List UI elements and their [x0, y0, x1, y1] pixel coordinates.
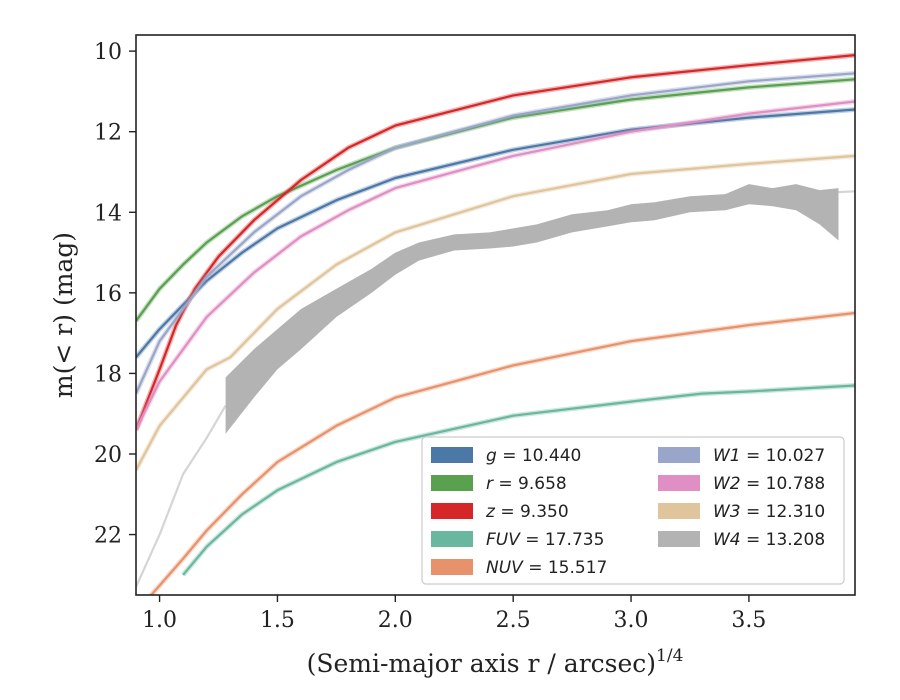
y-axis-label: m(< r) (mag): [49, 232, 78, 398]
legend-label-r: r = 9.658: [486, 474, 567, 494]
series-fuv-line: [182, 384, 855, 576]
series-w1-line: [136, 72, 855, 395]
legend-variable-w3: W3: [713, 502, 741, 522]
x-tick-label: 3.0: [614, 608, 649, 633]
plot-frame: [135, 34, 856, 596]
x-tick-label: 3.5: [731, 608, 766, 633]
y-tick-label: 10: [94, 40, 122, 65]
legend-value-z: = 9.350: [495, 502, 569, 522]
legend-label-g: g = 10.440: [486, 446, 581, 466]
y-tick-label: 18: [94, 362, 122, 387]
series-r-line: [136, 78, 855, 322]
x-tick-label: 2.5: [496, 608, 531, 633]
legend-label-fuv: FUV = 17.735: [486, 530, 604, 550]
legend-value-w2: = 10.788: [741, 474, 826, 494]
y-tick-label: 20: [94, 443, 122, 468]
legend-variable-nuv: NUV: [486, 558, 524, 578]
legend-swatch-w2: [658, 475, 700, 491]
legend-label-w4: W4 = 13.208: [713, 530, 825, 550]
legend-variable-w2: W2: [713, 474, 741, 494]
legend-variable-w4: W4: [713, 530, 741, 550]
series-w3-line: [136, 154, 855, 471]
y-tick-label: 16: [94, 282, 122, 307]
legend-swatch-g: [431, 447, 473, 463]
x-axis-label: (Semi-major axis r / arcsec)1/4: [307, 646, 684, 678]
y-tick-label: 12: [94, 121, 122, 146]
legend-swatch-w1: [658, 447, 700, 463]
y-tick-label: 14: [94, 201, 122, 226]
legend-variable-w1: W1: [713, 446, 741, 466]
legend-label-nuv: NUV = 15.517: [486, 558, 607, 578]
legend-swatch-z: [431, 503, 473, 519]
legend-variable-g: g: [486, 446, 497, 466]
legend-value-fuv: = 17.735: [520, 530, 605, 550]
legend-frame: [421, 436, 845, 585]
legend-variable-z: z: [485, 502, 496, 522]
x-tick-label: 1.5: [260, 608, 295, 633]
series-nuv-line: [149, 311, 855, 595]
legend-value-g: = 10.440: [497, 446, 582, 466]
legend-value-nuv: = 15.517: [523, 558, 608, 578]
x-tick-label: 2.0: [378, 608, 413, 633]
x-axis: 1.0 1.5 2.0 2.5 3.0 3.5: [142, 595, 766, 633]
legend-label-w3: W3 = 12.310: [713, 502, 825, 522]
series-w2-line: [136, 100, 855, 431]
series-layer: [136, 52, 855, 595]
series-z-line: [136, 54, 855, 431]
legend-variable-fuv: FUV: [486, 530, 521, 550]
x-axis-label-superscript: 1/4: [656, 646, 683, 666]
legend-variable-r: r: [486, 474, 494, 494]
series-w4-inner-line: [136, 405, 227, 588]
legend-swatch-w4: [658, 531, 700, 547]
legend-value-r: = 9.658: [493, 474, 567, 494]
legend-value-w4: = 13.208: [741, 530, 826, 550]
legend-label-w1: W1 = 10.027: [713, 446, 825, 466]
y-axis: 10 12 14 16 18 20 22: [94, 40, 136, 549]
legend-swatch-nuv: [431, 559, 473, 575]
legend-value-w3: = 12.310: [741, 502, 826, 522]
y-tick-label: 22: [94, 524, 122, 549]
series-w4-band: [225, 184, 839, 434]
x-tick-label: 1.0: [142, 608, 177, 633]
series-w4-outer-line: [838, 190, 855, 194]
legend-value-w1: = 10.027: [741, 446, 826, 466]
legend-swatch-w3: [658, 503, 700, 519]
legend-swatch-fuv: [431, 531, 473, 547]
legend-label-z: z = 9.350: [485, 502, 569, 522]
legend-label-w2: W2 = 10.788: [713, 474, 825, 494]
legend-swatch-r: [431, 475, 473, 491]
